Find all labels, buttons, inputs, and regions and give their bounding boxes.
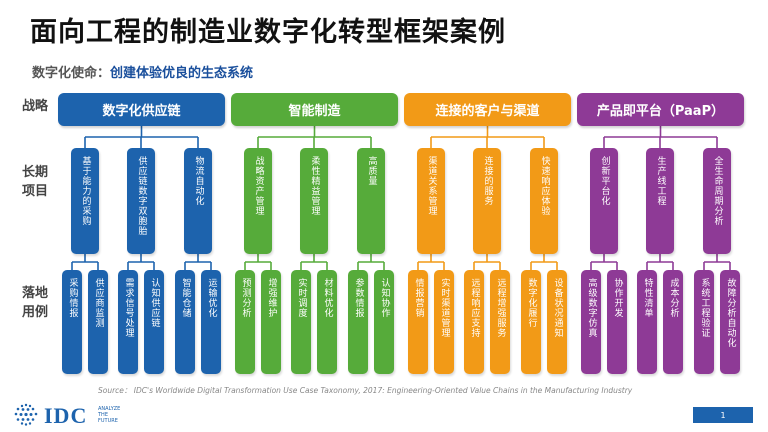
- use-case-box: 需求信号处理: [118, 270, 138, 374]
- project-label: 全生命周期分析: [712, 156, 723, 226]
- source-note: Source： IDC's Worldwide Digital Transfor…: [98, 386, 633, 395]
- project-label: 柔性精益管理: [309, 156, 320, 216]
- use-case-label: 协作开发: [612, 278, 623, 318]
- use-case-label: 设备状况通知: [552, 278, 563, 338]
- project-box: 全生命周期分析: [703, 148, 731, 254]
- use-case-box: 设备状况通知: [547, 270, 567, 374]
- use-case-label: 远程响应支持: [469, 278, 480, 338]
- use-case-label: 数字化履行: [526, 278, 537, 328]
- use-case-box: 智能仓储: [175, 270, 195, 374]
- use-case-label: 特性清单: [642, 278, 653, 318]
- project-box: 连接的服务: [473, 148, 501, 254]
- use-case-box: 认知供应链: [144, 270, 164, 374]
- use-case-box: 情报营销: [408, 270, 428, 374]
- use-case-label: 供应商监测: [93, 278, 104, 328]
- project-box: 基于能力的采购: [71, 148, 99, 254]
- use-case-box: 参数情报: [348, 270, 368, 374]
- use-case-label: 系统工程验证: [699, 278, 710, 338]
- project-label: 创新平台化: [599, 156, 610, 206]
- use-case-box: 远程增强服务: [490, 270, 510, 374]
- row-label-strategy: 战略: [22, 99, 49, 114]
- use-case-label: 材料优化: [322, 278, 333, 318]
- use-case-label: 运输优化: [206, 278, 217, 318]
- globe-icon: [14, 403, 38, 426]
- project-label: 快速响应体验: [539, 156, 550, 216]
- use-case-label: 情报营销: [413, 278, 424, 318]
- use-case-box: 运输优化: [201, 270, 221, 374]
- category-box: 连接的客户与渠道: [404, 93, 571, 126]
- use-case-box: 数字化履行: [521, 270, 541, 374]
- use-case-box: 认知协作: [374, 270, 394, 374]
- project-box: 快速响应体验: [530, 148, 558, 254]
- use-case-box: 材料优化: [317, 270, 337, 374]
- mission-value: 创建体验优良的生态系统: [110, 66, 254, 81]
- idc-logo: IDC ANALYZE THE FUTURE: [12, 402, 124, 428]
- project-label: 基于能力的采购: [80, 156, 91, 226]
- use-case-label: 远程增强服务: [495, 278, 506, 338]
- use-case-box: 增强维护: [261, 270, 281, 374]
- mission-line: 数字化使命：创建体验优良的生态系统: [32, 62, 253, 81]
- use-case-label: 采购情报: [67, 278, 78, 318]
- logo-tagline: ANALYZE THE FUTURE: [98, 406, 121, 424]
- project-box: 战略资产管理: [244, 148, 272, 254]
- use-case-label: 增强维护: [266, 278, 277, 318]
- project-label: 战略资产管理: [253, 156, 264, 216]
- project-box: 物流自动化: [184, 148, 212, 254]
- project-box: 生产线工程: [646, 148, 674, 254]
- use-case-label: 智能仓储: [180, 278, 191, 318]
- use-case-box: 实时调度: [291, 270, 311, 374]
- mission-label: 数字化使命：: [32, 66, 111, 81]
- use-case-box: 供应商监测: [88, 270, 108, 374]
- use-case-box: 成本分析: [663, 270, 683, 374]
- use-case-box: 协作开发: [607, 270, 627, 374]
- project-label: 物流自动化: [193, 156, 204, 206]
- use-case-label: 实时调度: [296, 278, 307, 318]
- page-title: 面向工程的制造业数字化转型框架案例: [30, 17, 506, 48]
- project-box: 柔性精益管理: [300, 148, 328, 254]
- project-label: 供应链数字双胞胎: [136, 156, 147, 236]
- category-box: 产品即平台（PaaP）: [577, 93, 744, 126]
- project-label: 高质量: [366, 156, 377, 186]
- use-case-label: 参数情报: [353, 278, 364, 318]
- category-box: 智能制造: [231, 93, 398, 126]
- project-box: 渠道关系管理: [417, 148, 445, 254]
- use-case-label: 认知供应链: [149, 278, 160, 328]
- project-box: 高质量: [357, 148, 385, 254]
- use-case-label: 需求信号处理: [123, 278, 134, 338]
- use-case-label: 预测分析: [240, 278, 251, 318]
- use-case-box: 采购情报: [62, 270, 82, 374]
- use-case-label: 高级数字仿真: [586, 278, 597, 338]
- project-label: 渠道关系管理: [426, 156, 437, 216]
- use-case-box: 故障分析自动化: [720, 270, 740, 374]
- row-label-landing: 落地用例: [22, 286, 49, 320]
- use-case-label: 成本分析: [668, 278, 679, 318]
- row-label-projects: 长期项目: [22, 165, 49, 199]
- use-case-label: 实时渠道管理: [439, 278, 450, 338]
- use-case-label: 故障分析自动化: [725, 278, 736, 348]
- project-box: 创新平台化: [590, 148, 618, 254]
- project-label: 生产线工程: [655, 156, 666, 206]
- use-case-box: 远程响应支持: [464, 270, 484, 374]
- use-case-label: 认知协作: [379, 278, 390, 318]
- use-case-box: 高级数字仿真: [581, 270, 601, 374]
- use-case-box: 预测分析: [235, 270, 255, 374]
- use-case-box: 特性清单: [637, 270, 657, 374]
- project-box: 供应链数字双胞胎: [127, 148, 155, 254]
- use-case-box: 系统工程验证: [694, 270, 714, 374]
- project-label: 连接的服务: [482, 156, 493, 206]
- page-number: 1: [693, 407, 753, 423]
- use-case-box: 实时渠道管理: [434, 270, 454, 374]
- logo-wordmark: IDC: [44, 403, 88, 428]
- category-box: 数字化供应链: [58, 93, 225, 126]
